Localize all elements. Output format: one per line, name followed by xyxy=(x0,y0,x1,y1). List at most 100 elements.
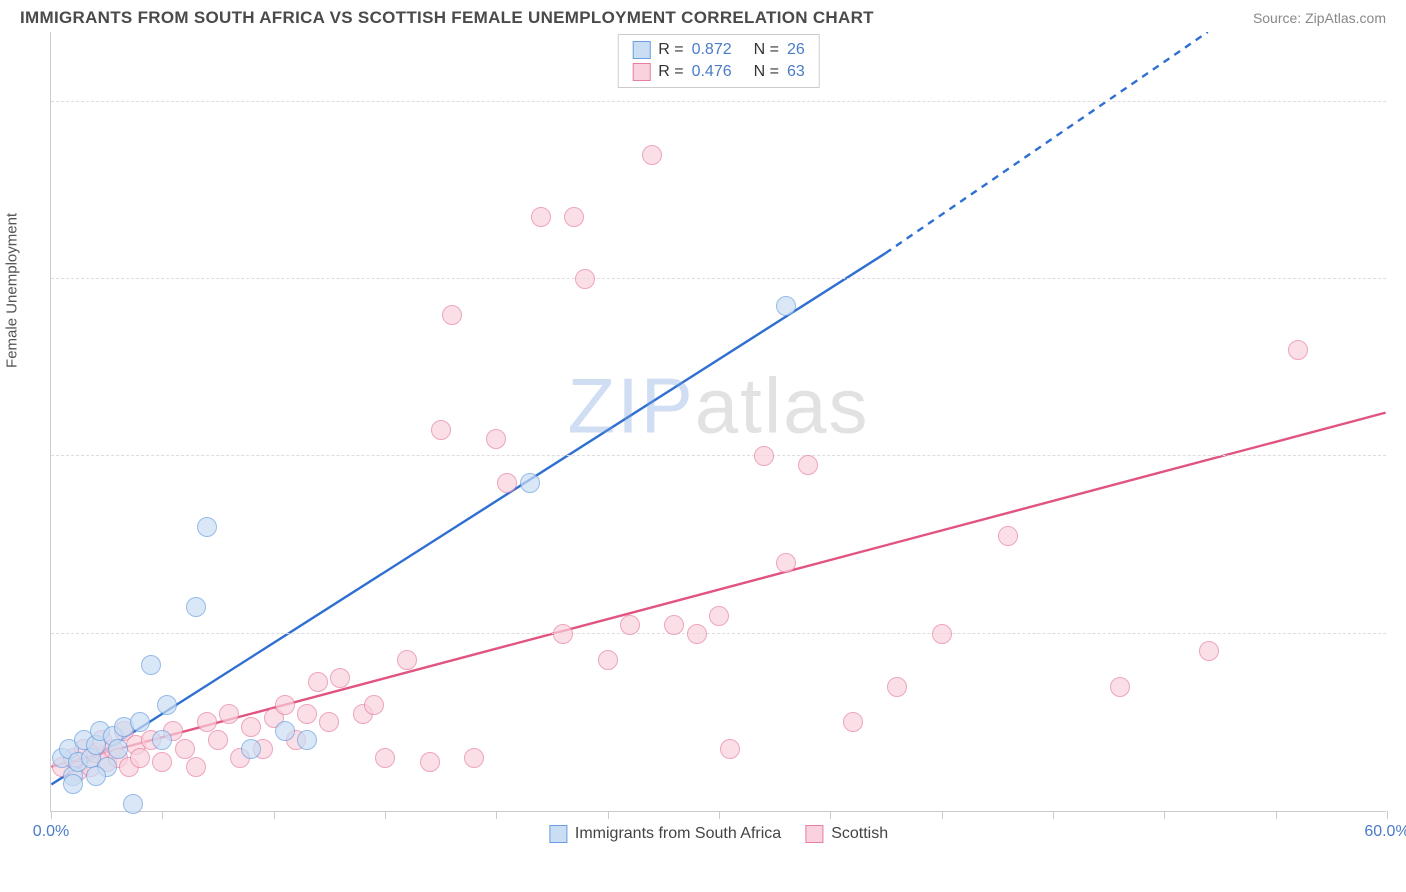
scatter-point xyxy=(486,429,506,449)
scatter-point xyxy=(553,624,573,644)
scatter-point xyxy=(130,748,150,768)
legend-series-label: Immigrants from South Africa xyxy=(575,825,781,843)
scatter-point xyxy=(297,730,317,750)
scatter-point xyxy=(431,420,451,440)
gridline-horizontal xyxy=(51,278,1386,279)
scatter-point xyxy=(241,739,261,759)
scatter-point xyxy=(141,655,161,675)
scatter-point xyxy=(442,305,462,325)
scatter-point xyxy=(175,739,195,759)
scatter-point xyxy=(575,269,595,289)
watermark-part2: atlas xyxy=(695,361,870,449)
scatter-point xyxy=(776,296,796,316)
x-tick xyxy=(385,811,386,819)
scatter-point xyxy=(709,606,729,626)
scatter-point xyxy=(620,615,640,635)
source-prefix: Source: xyxy=(1253,10,1305,26)
watermark-part1: ZIP xyxy=(567,361,694,449)
legend-r-value: 0.476 xyxy=(692,63,732,81)
x-tick xyxy=(830,811,831,819)
scatter-point xyxy=(123,794,143,814)
scatter-point xyxy=(531,207,551,227)
legend-correlation: R = 0.872 N = 26 R = 0.476 N = 63 xyxy=(617,34,820,88)
scatter-point xyxy=(642,145,662,165)
scatter-point xyxy=(108,739,128,759)
x-tick xyxy=(608,811,609,819)
scatter-point xyxy=(564,207,584,227)
x-tick xyxy=(162,811,163,819)
scatter-point xyxy=(186,597,206,617)
scatter-point xyxy=(364,695,384,715)
scatter-point xyxy=(497,473,517,493)
scatter-point xyxy=(420,752,440,772)
scatter-point xyxy=(330,668,350,688)
scatter-point xyxy=(664,615,684,635)
gridline-horizontal xyxy=(51,455,1386,456)
source-name: ZipAtlas.com xyxy=(1305,10,1386,26)
legend-swatch xyxy=(549,825,567,843)
x-tick xyxy=(496,811,497,819)
scatter-point xyxy=(152,730,172,750)
x-tick xyxy=(1053,811,1054,819)
legend-series-item: Scottish xyxy=(805,825,888,843)
scatter-point xyxy=(776,553,796,573)
legend-series: Immigrants from South Africa Scottish xyxy=(549,825,888,843)
scatter-point xyxy=(798,455,818,475)
gridline-horizontal xyxy=(51,101,1386,102)
scatter-point xyxy=(219,704,239,724)
chart-container: Female Unemployment ZIPatlas R = 0.872N … xyxy=(50,32,1386,842)
scatter-point xyxy=(754,446,774,466)
gridline-horizontal xyxy=(51,633,1386,634)
scatter-point xyxy=(152,752,172,772)
scatter-point xyxy=(197,517,217,537)
trend-line xyxy=(51,413,1385,767)
chart-title: IMMIGRANTS FROM SOUTH AFRICA VS SCOTTISH… xyxy=(20,8,874,28)
scatter-point xyxy=(598,650,618,670)
legend-n-label: N = xyxy=(754,41,779,59)
scatter-point xyxy=(308,672,328,692)
legend-r-label: R = xyxy=(658,63,683,81)
trend-lines xyxy=(51,32,1386,811)
scatter-point xyxy=(86,766,106,786)
scatter-point xyxy=(186,757,206,777)
trend-line-extrapolated xyxy=(885,32,1207,253)
legend-n-label: N = xyxy=(754,63,779,81)
scatter-point xyxy=(520,473,540,493)
legend-swatch xyxy=(632,41,650,59)
legend-swatch xyxy=(632,63,650,81)
scatter-point xyxy=(319,712,339,732)
legend-r-value: 0.872 xyxy=(692,41,732,59)
source-attribution: Source: ZipAtlas.com xyxy=(1253,10,1386,26)
scatter-point xyxy=(275,721,295,741)
x-tick-label: 60.0% xyxy=(1364,823,1406,841)
scatter-point xyxy=(843,712,863,732)
x-tick xyxy=(274,811,275,819)
scatter-point xyxy=(197,712,217,732)
legend-r-label: R = xyxy=(658,41,683,59)
chart-header: IMMIGRANTS FROM SOUTH AFRICA VS SCOTTISH… xyxy=(0,0,1406,32)
y-axis-label: Female Unemployment xyxy=(4,213,21,368)
scatter-point xyxy=(208,730,228,750)
x-tick xyxy=(1387,811,1388,819)
legend-correlation-row: R = 0.872 N = 26 xyxy=(632,39,805,61)
scatter-point xyxy=(397,650,417,670)
scatter-point xyxy=(157,695,177,715)
watermark: ZIPatlas xyxy=(567,360,869,451)
plot-area: ZIPatlas R = 0.872N = 26R = 0.476N = 63 … xyxy=(50,32,1386,812)
legend-swatch xyxy=(805,825,823,843)
scatter-point xyxy=(241,717,261,737)
legend-n-value: 26 xyxy=(787,41,805,59)
legend-series-item: Immigrants from South Africa xyxy=(549,825,781,843)
x-tick xyxy=(942,811,943,819)
scatter-point xyxy=(375,748,395,768)
scatter-point xyxy=(887,677,907,697)
scatter-point xyxy=(1199,641,1219,661)
scatter-point xyxy=(720,739,740,759)
legend-n-value: 63 xyxy=(787,63,805,81)
scatter-point xyxy=(63,774,83,794)
x-tick xyxy=(1164,811,1165,819)
legend-correlation-row: R = 0.476 N = 63 xyxy=(632,61,805,83)
scatter-point xyxy=(932,624,952,644)
x-tick xyxy=(51,811,52,819)
x-tick xyxy=(1276,811,1277,819)
